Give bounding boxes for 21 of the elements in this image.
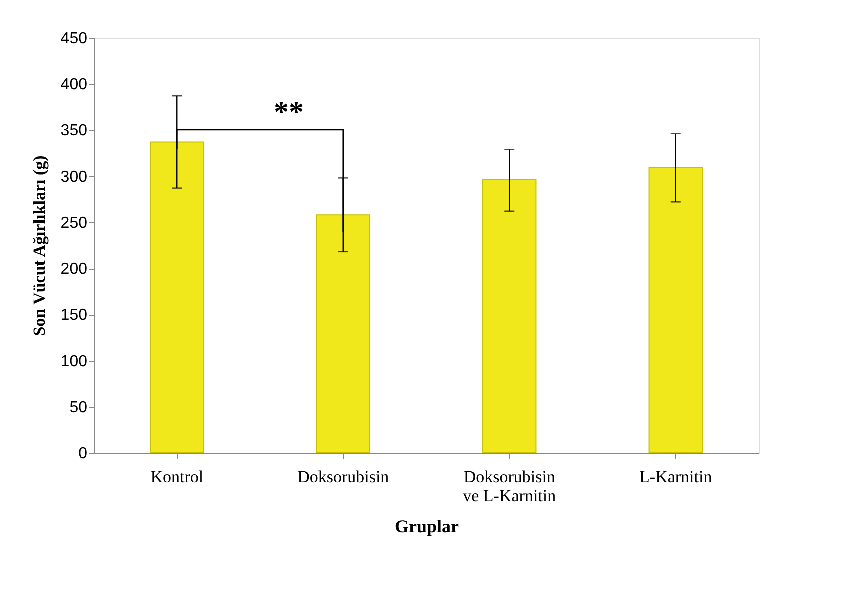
- y-tick-label: 300: [60, 168, 88, 186]
- y-tick-label: 350: [60, 122, 88, 140]
- y-tick-label: 150: [60, 307, 88, 324]
- x-tick-label: Kontrol: [150, 468, 204, 486]
- y-tick-label: 450: [60, 30, 88, 48]
- bar: [316, 214, 370, 454]
- y-axis-title: Son Vücut Ağırlıkları (g): [30, 156, 49, 336]
- y-tick-label: 250: [60, 214, 88, 232]
- annotation: **: [274, 96, 304, 129]
- bar: [648, 168, 703, 454]
- y-tick-label: 0: [78, 446, 88, 462]
- bar: [482, 180, 537, 454]
- bar: [150, 142, 204, 454]
- x-axis-title: Gruplar: [394, 516, 460, 536]
- y-tick-label: 200: [60, 261, 88, 278]
- y-tick-label: 100: [60, 353, 88, 370]
- x-tick-label: Doksorubisin: [298, 468, 390, 486]
- x-tick-label: Doksorubisin ve L-Karnitin: [463, 468, 557, 506]
- x-tick-label: L-Karnitin: [640, 468, 713, 486]
- y-tick-label: 400: [60, 76, 88, 94]
- y-tick-label: 50: [70, 399, 88, 416]
